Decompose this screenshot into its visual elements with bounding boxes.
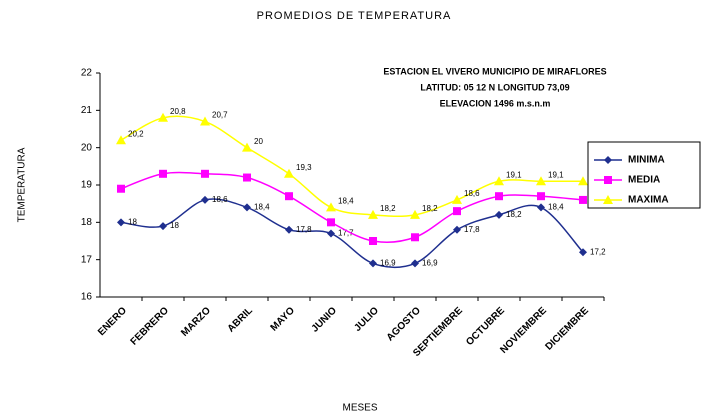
point bbox=[326, 202, 336, 212]
point bbox=[536, 176, 546, 186]
y-tick-label: 18 bbox=[81, 217, 93, 228]
x-tick-label: FEBRERO bbox=[129, 305, 172, 348]
data-label: 17,8 bbox=[464, 225, 480, 234]
x-tick-label: JULIO bbox=[352, 305, 381, 334]
point bbox=[242, 142, 252, 152]
point bbox=[201, 195, 209, 204]
data-label: 16,9 bbox=[422, 259, 438, 268]
x-tick-label: JUNIO bbox=[310, 305, 340, 335]
point bbox=[117, 218, 125, 227]
data-label: 18,2 bbox=[380, 204, 396, 213]
point bbox=[453, 225, 461, 234]
legend-label: MINIMA bbox=[628, 155, 665, 166]
point bbox=[579, 248, 587, 257]
x-axis-label: MESES bbox=[342, 403, 377, 414]
data-label: 16,9 bbox=[380, 259, 396, 268]
legend-label: MAXIMA bbox=[628, 195, 669, 206]
data-label: 18 bbox=[128, 217, 137, 226]
data-label: 18,4 bbox=[254, 203, 270, 212]
data-label: 18,2 bbox=[506, 210, 522, 219]
x-tick-label: DICIEMBRE bbox=[544, 305, 592, 353]
data-label: 19,1 bbox=[506, 170, 522, 179]
point bbox=[116, 135, 126, 145]
annotation: ESTACION EL VIVERO MUNICIPIO DE MIRAFLOR… bbox=[383, 66, 606, 76]
point bbox=[411, 259, 419, 268]
data-label: 17,7 bbox=[338, 229, 354, 238]
legend-marker bbox=[603, 195, 613, 204]
data-label: 18,4 bbox=[338, 197, 354, 206]
point bbox=[537, 203, 545, 212]
point bbox=[243, 203, 251, 212]
data-label: 20 bbox=[254, 137, 263, 146]
data-label: 20,8 bbox=[170, 107, 186, 116]
point bbox=[327, 229, 335, 238]
point bbox=[284, 168, 294, 178]
point bbox=[411, 233, 419, 242]
x-tick-label: MAYO bbox=[269, 305, 297, 333]
series-line bbox=[120, 115, 583, 218]
x-tick-label: ABRIL bbox=[226, 305, 255, 334]
data-label: 18,4 bbox=[548, 203, 564, 212]
point bbox=[494, 176, 504, 186]
legend-box bbox=[587, 141, 701, 209]
point bbox=[117, 184, 125, 193]
y-axis-label: TEMPERATURA bbox=[17, 147, 28, 222]
point bbox=[410, 209, 420, 219]
data-label: 18,6 bbox=[212, 195, 228, 204]
point bbox=[579, 195, 587, 204]
y-tick-label: 22 bbox=[81, 68, 93, 79]
y-tick-label: 17 bbox=[81, 254, 93, 265]
point bbox=[201, 169, 209, 178]
data-label: 20,2 bbox=[128, 129, 144, 138]
data-label: 17,2 bbox=[590, 247, 606, 256]
annotation: ELEVACION 1496 m.s.n.m bbox=[440, 98, 551, 108]
data-label: 18 bbox=[170, 221, 179, 230]
data-label: 18,6 bbox=[464, 189, 480, 198]
point bbox=[453, 207, 461, 216]
data-label: 19,1 bbox=[548, 170, 564, 179]
y-tick-label: 19 bbox=[81, 180, 93, 191]
x-tick-label: ENERO bbox=[96, 305, 129, 338]
point bbox=[159, 169, 167, 178]
point bbox=[495, 210, 503, 219]
y-tick-label: 16 bbox=[81, 292, 93, 303]
point bbox=[537, 192, 545, 201]
x-tick-label: AGOSTO bbox=[385, 305, 423, 343]
y-tick-label: 21 bbox=[81, 105, 93, 116]
legend-label: MEDIA bbox=[628, 175, 660, 186]
data-label: 17,8 bbox=[296, 225, 312, 234]
y-tick-label: 20 bbox=[81, 142, 93, 153]
data-label: 18,2 bbox=[422, 204, 438, 213]
point bbox=[200, 116, 210, 126]
point bbox=[369, 237, 377, 245]
x-tick-label: OCTUBRE bbox=[464, 305, 507, 348]
point bbox=[495, 192, 503, 201]
data-label: 20,7 bbox=[212, 111, 228, 120]
point bbox=[368, 209, 378, 219]
point bbox=[285, 225, 293, 234]
point bbox=[369, 259, 377, 268]
point bbox=[243, 173, 251, 182]
chart-title: PROMEDIOS DE TEMPERATURA bbox=[257, 10, 452, 22]
point bbox=[578, 176, 588, 186]
point bbox=[285, 192, 293, 201]
x-tick-label: MARZO bbox=[179, 305, 213, 339]
point bbox=[452, 194, 462, 204]
point bbox=[158, 112, 168, 122]
data-label: 19,3 bbox=[296, 163, 312, 172]
series-line bbox=[120, 198, 584, 269]
legend-marker bbox=[604, 156, 612, 164]
legend-marker bbox=[604, 176, 612, 184]
annotation: LATITUD: 05 12 N LONGITUD 73,09 bbox=[420, 82, 569, 92]
point bbox=[327, 218, 335, 227]
point bbox=[159, 222, 167, 231]
